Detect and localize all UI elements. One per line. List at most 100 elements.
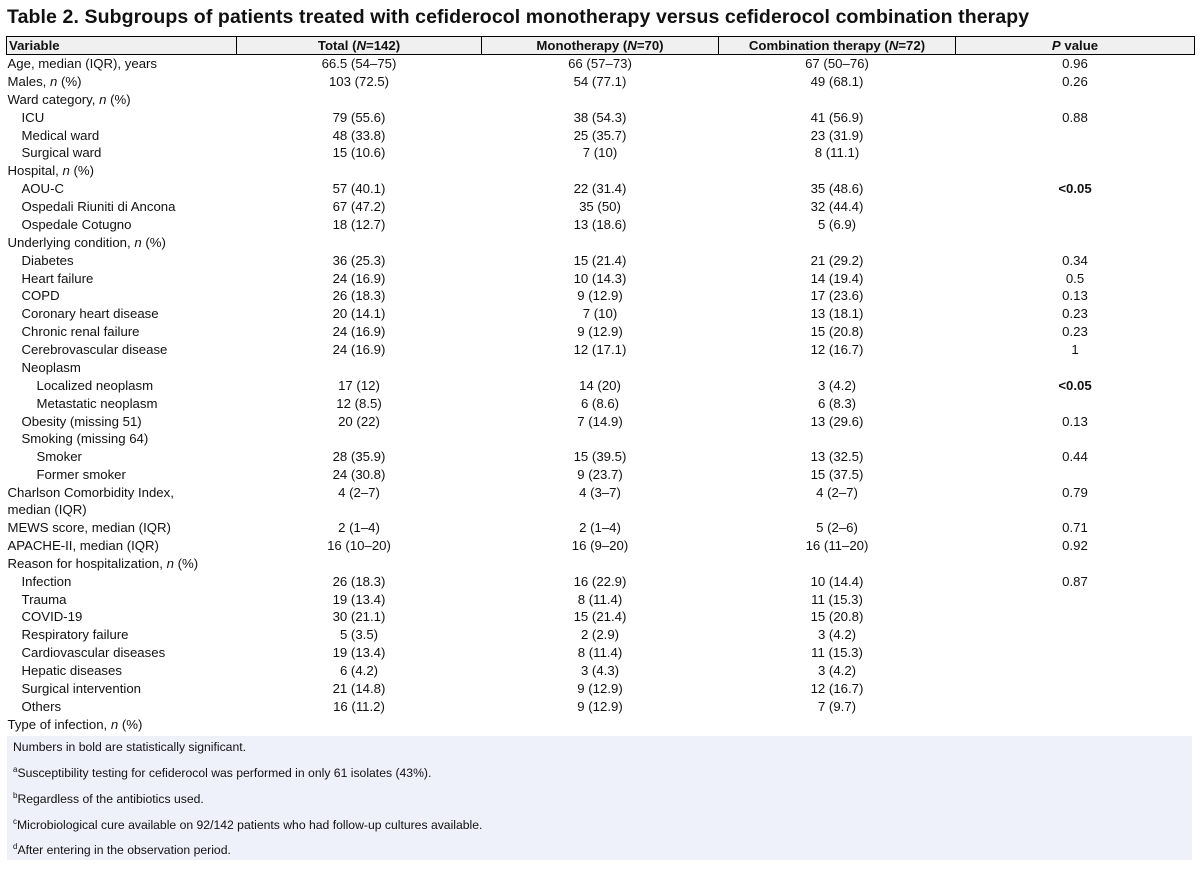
- row-label: Ospedale Cotugno: [21, 216, 132, 232]
- table-row: Ospedale Cotugno 18 (12.7) 13 (18.6) 5 (6.9…: [7, 216, 1195, 234]
- cell-p-value: [956, 198, 1195, 216]
- cell-p-value: [956, 127, 1195, 145]
- cell-p-value: 1: [1071, 342, 1079, 357]
- table-row: Hepatic diseases 6 (4.2) 3 (4.3) 3 (4.2): [7, 662, 1195, 680]
- cell-combination: [719, 234, 956, 252]
- table-row: Obesity (missing 51) 20 (22) 7 (14.9) 13 (2…: [7, 413, 1195, 431]
- cell-combination: [719, 91, 956, 109]
- cell-combination: 15 (37.5): [810, 467, 864, 483]
- cell-combination: 7 (9.7): [817, 698, 857, 714]
- row-label: APACHE-II, median (IQR): [7, 537, 159, 553]
- cell-total: [237, 91, 482, 109]
- cell-p-value: [956, 626, 1195, 644]
- footnote-a: aSusceptibility testing for cefiderocol …: [13, 765, 432, 780]
- row-label: COPD: [21, 288, 60, 304]
- row-label: Diabetes: [21, 252, 74, 268]
- row-label: Trauma: [21, 591, 67, 607]
- cell-monotherapy: 8 (11.4): [577, 645, 623, 661]
- cell-monotherapy: 13 (18.6): [573, 216, 627, 232]
- cell-combination: [719, 716, 956, 734]
- cell-total: 36 (25.3): [332, 252, 386, 268]
- header-row: Variable Total (N=142) Monotherapy (N=70…: [6, 36, 1195, 55]
- cell-total: [237, 430, 482, 448]
- footnotes: Numbers in bold are statistically signif…: [7, 736, 1192, 860]
- cell-p-value: 0.23: [1062, 306, 1088, 322]
- table-row: AOU-C 57 (40.1) 22 (31.4) 35 (48.6) <0.05: [7, 180, 1195, 198]
- cell-total: 4 (2–7): [338, 485, 380, 500]
- cell-monotherapy: 15 (39.5): [573, 449, 627, 465]
- cell-combination: [719, 162, 956, 180]
- cell-combination: 6 (8.3): [817, 395, 857, 411]
- row-label: Smoking (missing 64): [21, 431, 149, 447]
- table-row: ICU 79 (55.6) 38 (54.3) 41 (56.9) 0.88: [7, 109, 1195, 127]
- table-row: Metastatic neoplasm 12 (8.5) 6 (8.6) 6 (8.3…: [7, 395, 1195, 413]
- cell-combination: 41 (56.9): [810, 109, 864, 125]
- cell-p-value: 0.13: [1062, 413, 1088, 429]
- cell-total: 19 (13.4): [332, 645, 386, 661]
- cell-total: 6 (4.2): [339, 663, 379, 678]
- row-label: Coronary heart disease: [21, 306, 159, 322]
- row-label: Surgical ward: [21, 145, 102, 161]
- cell-p-value: [956, 716, 1195, 734]
- cell-p-value: [956, 91, 1195, 109]
- cell-total: 57 (40.1): [332, 181, 386, 197]
- cell-total: 20 (14.1): [332, 306, 386, 322]
- row-label: COVID-19: [21, 609, 83, 625]
- row-label: Underlying condition, n (%): [7, 234, 166, 250]
- row-label: Age, median (IQR), years: [7, 56, 158, 71]
- cell-monotherapy: 4 (3–7): [579, 485, 621, 500]
- cell-monotherapy: [482, 359, 719, 377]
- footnote-d: dAfter entering in the observation perio…: [13, 842, 231, 857]
- cell-monotherapy: 16 (9–20): [571, 537, 629, 553]
- cell-p-value: 0.92: [1062, 537, 1088, 553]
- cell-monotherapy: [482, 234, 719, 252]
- table-row: Former smoker 24 (30.8) 9 (23.7) 15 (37.5): [7, 466, 1195, 484]
- cell-p-value: 0.5: [1065, 270, 1085, 286]
- row-label: Reason for hospitalization, n (%): [7, 555, 199, 571]
- row-label: Localized neoplasm: [36, 377, 154, 393]
- col-header-monotherapy: Monotherapy (N=70): [481, 36, 719, 55]
- cell-total: 12 (8.5): [336, 395, 382, 411]
- cell-combination: 10 (14.4): [810, 573, 864, 589]
- cell-combination: 11 (15.3): [811, 645, 863, 661]
- cell-monotherapy: 54 (77.1): [573, 73, 627, 89]
- table-row: MEWS score, median (IQR) 2 (1–4) 2 (1–4) 5 …: [7, 519, 1195, 537]
- cell-total: 24 (16.9): [332, 270, 386, 286]
- cell-p-value: [956, 555, 1195, 573]
- cell-p-value: [956, 466, 1195, 484]
- row-label: Ospedali Riuniti di Ancona: [21, 199, 176, 214]
- table-row: Heart failure 24 (16.9) 10 (14.3) 14 (19.4)…: [7, 270, 1195, 288]
- cell-combination: [719, 430, 956, 448]
- cell-p-value: [956, 162, 1195, 180]
- cell-p-value: [956, 144, 1195, 162]
- cell-combination: 13 (18.1): [810, 306, 864, 322]
- cell-monotherapy: 2 (1–4): [579, 520, 621, 535]
- cell-p-value: [956, 430, 1195, 448]
- cell-combination: 32 (44.4): [810, 199, 864, 214]
- cell-combination: 4 (2–7): [816, 485, 858, 500]
- table-body: Age, median (IQR), years 66.5 (54–75) 66 (…: [7, 55, 1195, 734]
- cell-combination: 21 (29.2): [810, 252, 864, 268]
- cell-combination: [719, 555, 956, 573]
- cell-p-value: 0.79: [1062, 485, 1088, 500]
- footnote-c: cMicrobiological cure available on 92/14…: [13, 817, 483, 832]
- table-row: Surgical intervention 21 (14.8) 9 (12.9) 12…: [7, 680, 1195, 698]
- cell-p-value: 0.44: [1062, 449, 1088, 465]
- row-label: Type of infection, n (%): [7, 716, 143, 732]
- cell-monotherapy: 3 (4.3): [580, 663, 620, 678]
- table-row: Coronary heart disease 20 (14.1) 7 (10) 13 …: [7, 305, 1195, 323]
- table-row: Diabetes 36 (25.3) 15 (21.4) 21 (29.2) 0.34: [7, 252, 1195, 270]
- row-label: Surgical intervention: [21, 680, 142, 696]
- table-row: Localized neoplasm 17 (12) 14 (20) 3 (4.2) <…: [7, 377, 1195, 395]
- table-row: Smoking (missing 64): [7, 430, 1195, 448]
- cell-monotherapy: 9 (12.9): [577, 698, 623, 714]
- cell-monotherapy: [482, 430, 719, 448]
- cell-total: 24 (16.9): [332, 324, 386, 340]
- cell-p-value: 0.87: [1062, 573, 1088, 589]
- cell-combination: 49 (68.1): [810, 73, 864, 89]
- cell-total: 16 (11.2): [333, 698, 385, 714]
- cell-monotherapy: 15 (21.4): [573, 252, 627, 268]
- cell-p-value: [956, 395, 1195, 413]
- cell-total: 103 (72.5): [328, 73, 390, 89]
- row-label: Heart failure: [21, 270, 94, 286]
